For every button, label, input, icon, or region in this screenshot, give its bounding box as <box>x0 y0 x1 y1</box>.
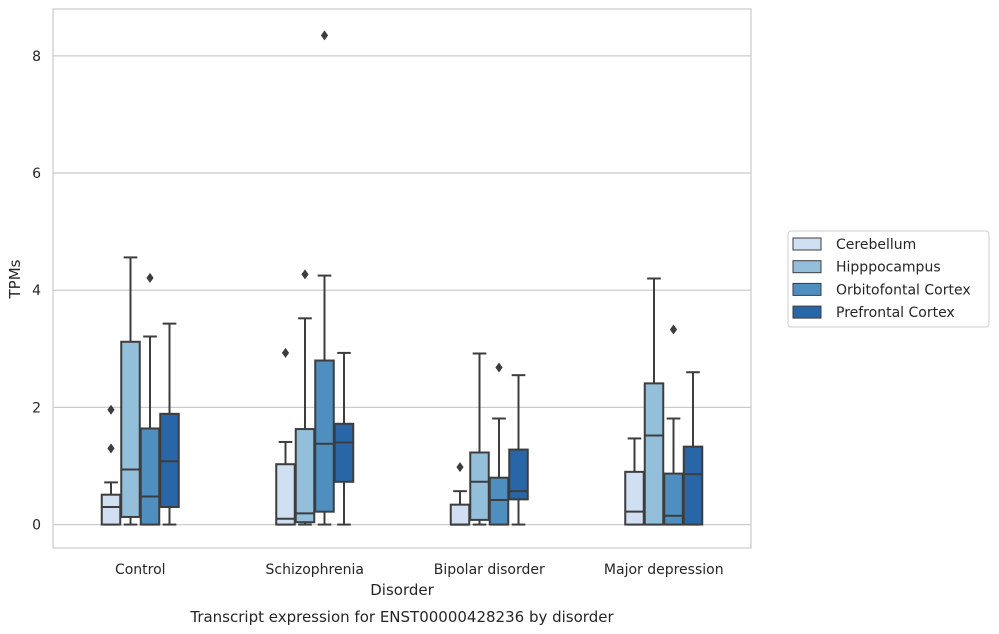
y-tick-label: 6 <box>32 166 41 182</box>
outlier-point <box>301 269 309 280</box>
legend-swatch <box>792 260 822 274</box>
x-tick-label: Control <box>115 562 166 578</box>
chart-caption: Transcript expression for ENST0000042823… <box>189 608 614 626</box>
box-hipppocampus-2 <box>469 352 490 526</box>
box-hipppocampus-3 <box>643 277 665 526</box>
outlier-point <box>669 324 678 335</box>
outlier-point <box>495 362 503 373</box>
box-prefrontal-cortex-3 <box>682 371 704 526</box>
y-tick-label: 8 <box>32 49 41 65</box>
box-body <box>449 503 471 526</box>
box-body <box>643 382 665 526</box>
box-body <box>682 445 704 526</box>
box-body <box>508 448 529 501</box>
plot-frame <box>52 8 752 549</box>
legend-swatch <box>792 237 822 251</box>
box-body <box>120 340 141 518</box>
box-prefrontal-cortex-2 <box>508 374 529 526</box>
box-body <box>100 493 122 526</box>
outlier-point <box>146 272 154 283</box>
x-axis-title: Disorder <box>370 581 434 599</box>
legend-swatch <box>792 305 822 319</box>
box-hipppocampus-0 <box>120 256 141 526</box>
outlier-point <box>281 347 290 358</box>
legend-frame <box>787 230 990 328</box>
box-cerebellum-1 <box>275 347 296 526</box>
x-tick-label: Bipolar disorder <box>434 562 545 578</box>
box-body <box>333 422 355 483</box>
legend-label: Prefrontal Cortex <box>836 305 955 321</box>
box-orbitofontal-cortex-2 <box>488 362 510 526</box>
box-body <box>469 451 490 521</box>
legend-items: Cerebellum Hipppocampus Orbitofontal Corte… <box>792 237 971 321</box>
box-body <box>139 427 161 526</box>
box-body <box>488 476 510 526</box>
box-prefrontal-cortex-0 <box>159 322 180 526</box>
outlier-point <box>107 404 115 415</box>
box-orbitofontal-cortex-0 <box>139 272 161 526</box>
legend-label: Hipppocampus <box>836 260 941 276</box>
box-body <box>624 470 645 526</box>
y-tick-label: 4 <box>32 283 41 299</box>
legend-label: Cerebellum <box>836 237 916 253</box>
box-orbitofontal-cortex-3 <box>663 324 684 526</box>
x-ticks-layer: Control Schizophrenia Bipolar disorder Majo… <box>115 562 724 578</box>
box-cerebellum-3 <box>624 437 645 526</box>
box-prefrontal-cortex-1 <box>333 351 355 526</box>
y-ticks-layer: 0 2 4 6 8 <box>32 49 41 534</box>
outlier-point <box>107 443 115 454</box>
box-body <box>663 472 684 526</box>
y-tick-label: 2 <box>32 400 41 416</box>
box-body <box>275 463 296 526</box>
outlier-point <box>320 30 329 41</box>
box-orbitofontal-cortex-1 <box>314 30 335 526</box>
box-cerebellum-0 <box>100 404 122 526</box>
box-body <box>314 359 335 513</box>
legend-swatch <box>792 282 822 296</box>
box-hipppocampus-1 <box>294 269 316 526</box>
y-tick-label: 0 <box>32 518 41 534</box>
legend-label: Orbitofontal Cortex <box>836 282 971 298</box>
x-tick-label: Major depression <box>604 562 724 578</box>
x-tick-label: Schizophrenia <box>266 562 364 578</box>
box-cerebellum-2 <box>449 462 471 526</box>
legend: Cerebellum Hipppocampus Orbitofontal Corte… <box>787 230 990 328</box>
box-body <box>294 428 316 524</box>
y-axis-title: TPMs <box>6 259 24 299</box>
boxes-layer <box>100 30 704 526</box>
outlier-point <box>456 462 464 473</box>
